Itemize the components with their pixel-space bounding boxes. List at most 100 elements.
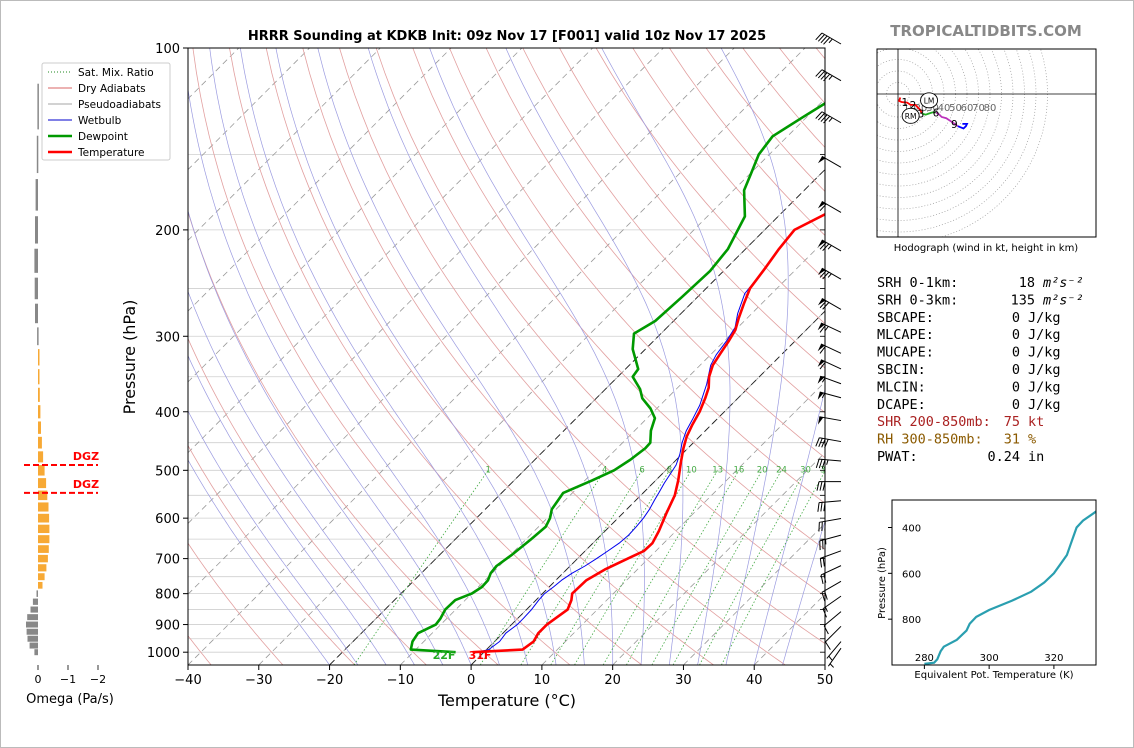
barb-full <box>819 203 827 212</box>
index-value: 0.24 <box>987 449 1020 465</box>
y-tick-label: 900 <box>155 619 180 634</box>
wind-barb <box>820 565 842 585</box>
mixing-ratio-label: 30 <box>800 465 811 475</box>
barb-full <box>818 459 823 469</box>
barb-full <box>823 573 827 583</box>
barb-shaft <box>823 611 842 627</box>
barb-full <box>817 70 825 79</box>
omega-bar <box>38 581 43 589</box>
pseudoadiabat <box>239 48 529 665</box>
omega-bar <box>37 327 39 346</box>
wind-barb <box>815 69 842 82</box>
barb-flag <box>817 343 825 352</box>
pseudoadiabat <box>188 86 472 665</box>
pseudoadiabat <box>209 48 500 665</box>
storm-motion-ring <box>901 107 920 124</box>
barb-full <box>822 608 827 618</box>
x-tick-label: 30 <box>675 673 692 688</box>
barb-flag <box>817 322 825 331</box>
dry-adiabat <box>188 444 355 665</box>
barb-flag <box>817 239 826 247</box>
omega-bar <box>38 349 40 366</box>
legend-label: Pseudoadiabats <box>78 99 161 111</box>
barb-full <box>819 345 826 354</box>
theta-e-y-tick-label: 400 <box>902 524 921 535</box>
y-axis-label: Pressure (hPa) <box>120 300 139 415</box>
legend-label: Sat. Mix. Ratio <box>78 67 154 79</box>
barb-shaft <box>825 625 842 643</box>
omega-bar <box>32 598 38 605</box>
wind-barbs <box>815 32 842 668</box>
barb-half <box>824 326 829 331</box>
skewt-ticks: −40 −30 −20 −10 0 10 20 30 40 50 1000 900 800 700 600 5… <box>147 42 833 688</box>
isotherm <box>188 48 735 595</box>
barb-flag <box>817 376 825 384</box>
series-dewpoint <box>409 101 825 654</box>
wind-barb <box>817 500 842 512</box>
barb-full <box>819 242 827 250</box>
omega-bar <box>35 179 38 211</box>
index-value: 0 <box>1012 327 1020 343</box>
index-unit: J/kg <box>1028 310 1061 326</box>
barb-full <box>822 302 830 310</box>
index-unit: J/kg <box>1028 379 1061 395</box>
omega-ticks: 0 −1 −2 <box>35 665 106 686</box>
barb-shaft <box>819 458 842 462</box>
omega-bar <box>38 465 45 476</box>
omega-bar <box>26 621 38 628</box>
hodograph-frame <box>876 48 1097 238</box>
barb-shaft <box>820 359 842 370</box>
mixing-ratio-label: 20 <box>757 465 768 475</box>
omega-bar <box>38 545 49 553</box>
barb-shaft <box>819 518 842 523</box>
omega-axis-label: Omega (Pa/s) <box>26 692 114 707</box>
barb-half <box>821 393 826 399</box>
hodograph-rings: 1020304050607080 <box>877 49 1096 237</box>
omega-bar <box>37 83 39 130</box>
x-tick-label: −40 <box>174 673 201 688</box>
pseudoadiabat <box>367 48 614 665</box>
storm-motion-label: RM <box>905 112 917 121</box>
hodo-height-label: 3 <box>918 109 925 121</box>
pseudoadiabat <box>188 459 330 665</box>
omega-bar <box>38 405 41 419</box>
pseudoadiabat <box>188 354 387 665</box>
barb-full <box>824 590 828 600</box>
hodo-ring-label: 30 <box>926 103 939 114</box>
omega-bar <box>35 303 38 324</box>
barb-half <box>828 38 833 44</box>
index-value: 75 <box>1004 414 1020 430</box>
hodo-ring-label: 50 <box>949 103 962 114</box>
barb-full <box>821 459 826 469</box>
barb-full <box>824 439 829 449</box>
index-unit: J/kg <box>1028 362 1061 378</box>
hodo-segment <box>921 111 936 116</box>
wind-barb <box>817 375 842 385</box>
theta-e-profile <box>924 510 1096 665</box>
mixing-ratio-line <box>602 470 718 665</box>
chart-title: HRRR Sounding at KDKB Init: 09z Nov 17 [… <box>248 29 766 44</box>
index-row: SBCAPE: 0 J/kg <box>877 310 1061 326</box>
hodo-segment <box>897 97 923 114</box>
x-tick-label: −20 <box>316 673 343 688</box>
x-tick-label: 20 <box>604 673 621 688</box>
brand-watermark: TROPICALTIDBITS.COM <box>890 22 1082 40</box>
y-tick-label: 500 <box>155 464 180 479</box>
index-label: SBCAPE: <box>877 310 934 326</box>
theta-e-line <box>924 510 1096 665</box>
y-tick-label: 200 <box>155 224 180 239</box>
dry-adiabat <box>375 48 825 597</box>
barb-full <box>819 361 826 370</box>
barb-full <box>823 625 829 635</box>
hodograph-caption: Hodograph (wind in kt, height in km) <box>894 243 1079 254</box>
mixing-ratio-label: 13 <box>712 465 723 475</box>
omega-bar <box>38 436 42 449</box>
theta-e-y-tick-label: 800 <box>902 615 921 626</box>
pseudoadiabat <box>188 209 444 665</box>
barb-full <box>822 271 830 280</box>
mixing-ratio-label: 4 <box>602 465 607 475</box>
omega-bar <box>38 387 40 402</box>
hodo-segment <box>957 123 969 130</box>
dry-adiabat <box>485 48 825 459</box>
pseudoadiabat <box>275 48 557 665</box>
